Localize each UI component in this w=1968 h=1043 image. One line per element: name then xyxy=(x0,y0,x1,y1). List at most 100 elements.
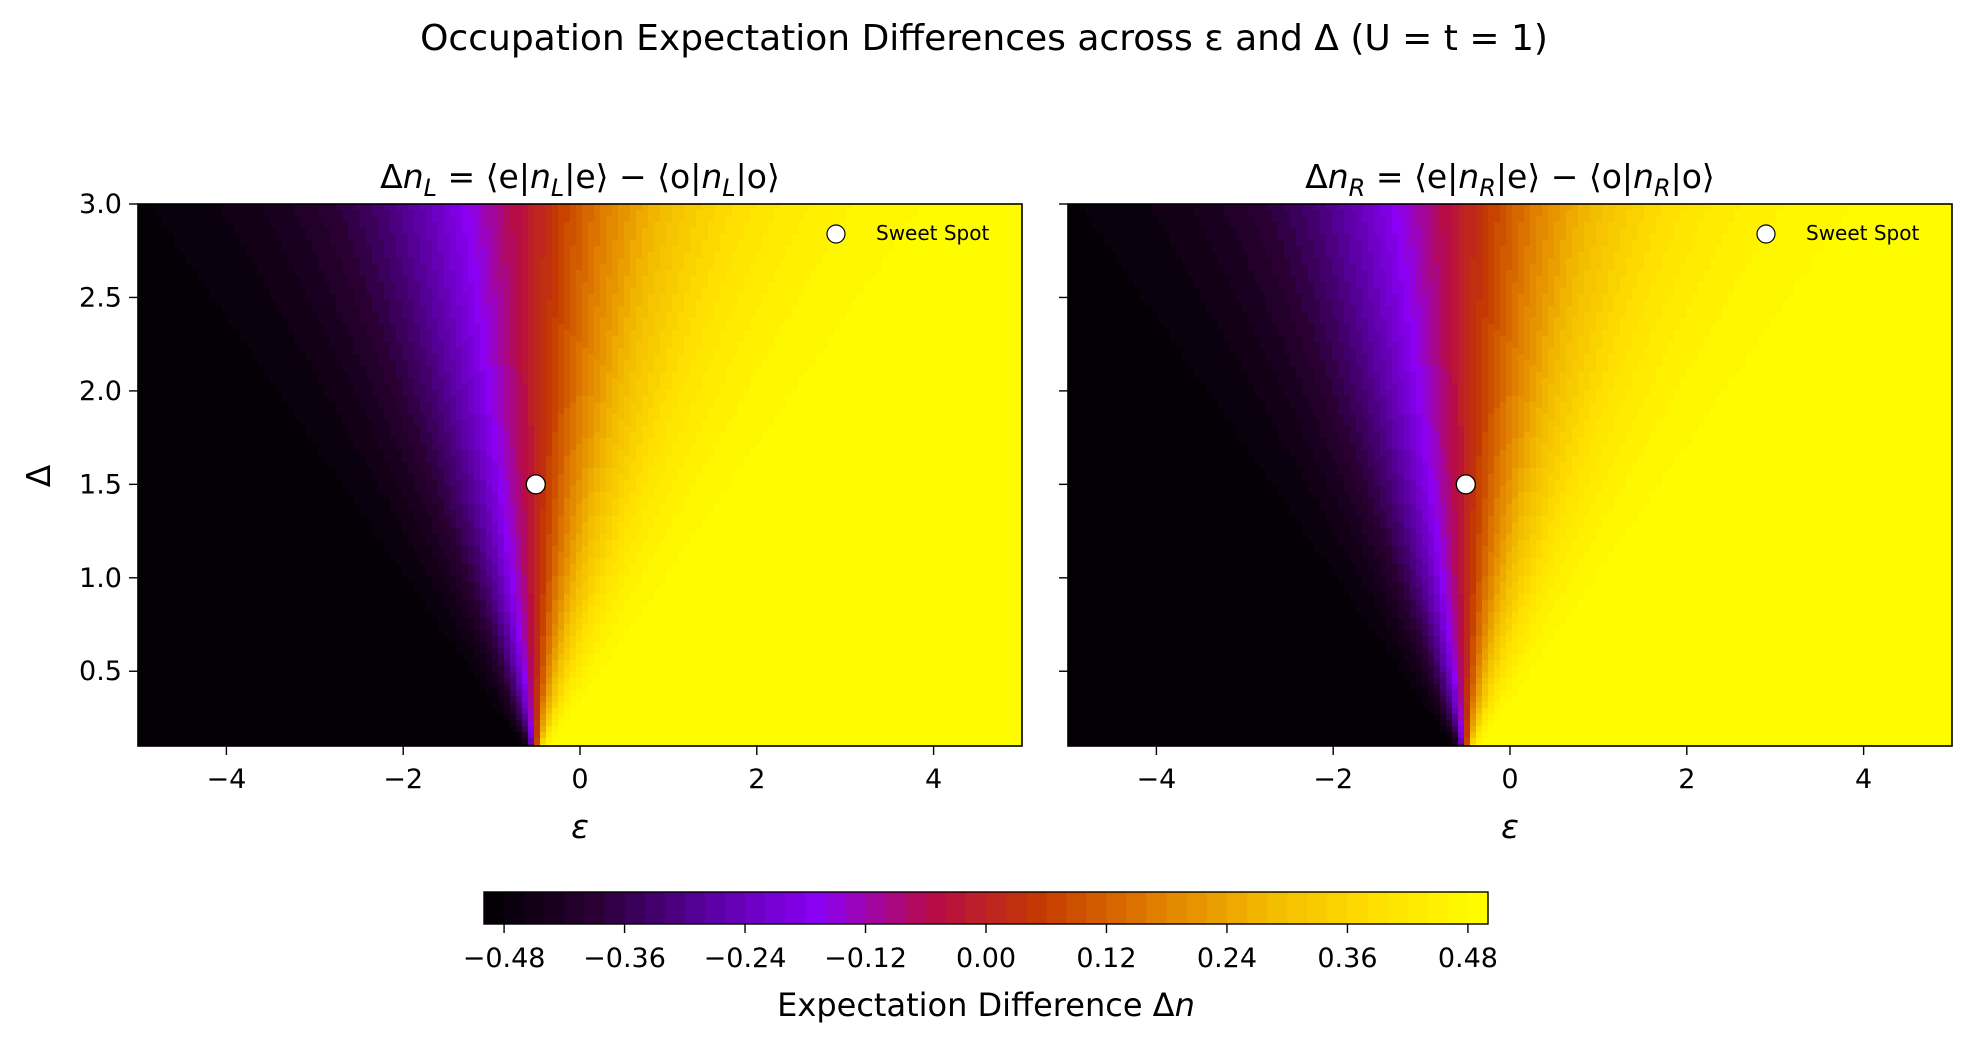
heatmap-cell xyxy=(780,234,787,241)
heatmap-cell xyxy=(498,342,505,349)
heatmap-cell xyxy=(786,324,793,331)
heatmap-cell xyxy=(558,306,565,313)
heatmap-cell xyxy=(804,378,811,385)
heatmap-cell xyxy=(912,240,919,247)
heatmap-cell xyxy=(204,306,211,313)
heatmap-cell xyxy=(258,384,265,391)
heatmap-cell xyxy=(762,348,769,355)
heatmap-cell xyxy=(774,360,781,367)
heatmap-cell xyxy=(180,312,187,319)
heatmap-cell xyxy=(576,270,583,277)
heatmap-cell xyxy=(306,246,313,253)
heatmap-cell xyxy=(432,372,439,379)
heatmap-cell xyxy=(780,348,787,355)
heatmap-cell xyxy=(630,246,637,253)
heatmap-cell xyxy=(594,264,601,271)
heatmap-cell xyxy=(984,288,991,295)
heatmap-cell xyxy=(588,312,595,319)
heatmap-cell xyxy=(750,390,757,397)
heatmap-cell xyxy=(786,228,793,235)
heatmap-cell xyxy=(636,270,643,277)
heatmap-cell xyxy=(918,234,925,241)
heatmap-cell xyxy=(522,396,529,403)
heatmap-cell xyxy=(996,210,1003,217)
heatmap-cell xyxy=(930,246,937,253)
heatmap-cell xyxy=(762,360,769,367)
heatmap-cell xyxy=(330,294,337,301)
heatmap-cell xyxy=(882,288,889,295)
heatmap-cell xyxy=(840,300,847,307)
heatmap-cell xyxy=(984,312,991,319)
heatmap-cell xyxy=(438,228,445,235)
heatmap-cell xyxy=(612,384,619,391)
heatmap-cell xyxy=(528,312,535,319)
heatmap-cell xyxy=(582,240,589,247)
heatmap-cell xyxy=(720,204,727,211)
heatmap-cell xyxy=(1020,324,1022,331)
heatmap-cell xyxy=(456,384,463,391)
heatmap-cell xyxy=(684,312,691,319)
heatmap-cell xyxy=(780,330,787,337)
heatmap-cell xyxy=(882,306,889,313)
heatmap-cell xyxy=(600,336,607,343)
heatmap-cell xyxy=(696,306,703,313)
heatmap-cell xyxy=(570,264,577,271)
heatmap-cell xyxy=(396,336,403,343)
heatmap-cell xyxy=(450,318,457,325)
heatmap-cell xyxy=(636,330,643,337)
heatmap-cell xyxy=(594,240,601,247)
heatmap-cell xyxy=(714,210,721,217)
heatmap-cell xyxy=(948,204,955,211)
heatmap-cell xyxy=(258,330,265,337)
heatmap-cell xyxy=(330,390,337,397)
heatmap-cell xyxy=(342,390,349,397)
heatmap-cell xyxy=(492,348,499,355)
heatmap-cell xyxy=(378,366,385,373)
heatmap-cell xyxy=(984,294,991,301)
heatmap-cell xyxy=(972,294,979,301)
heatmap-cell xyxy=(498,210,505,217)
heatmap-cell xyxy=(318,294,325,301)
heatmap-cell xyxy=(930,210,937,217)
heatmap-cell xyxy=(288,240,295,247)
heatmap-cell xyxy=(372,228,379,235)
heatmap-cell xyxy=(258,228,265,235)
heatmap-cell xyxy=(312,324,319,331)
heatmap-cell xyxy=(798,366,805,373)
heatmap-cell xyxy=(516,384,523,391)
heatmap-cell xyxy=(198,222,205,229)
heatmap-cell xyxy=(612,360,619,367)
heatmap-cell xyxy=(150,384,157,391)
heatmap-cell xyxy=(438,378,445,385)
heatmap-cell xyxy=(870,366,877,373)
heatmap-cell xyxy=(654,390,661,397)
heatmap-cell xyxy=(420,240,427,247)
heatmap-cell xyxy=(924,294,931,301)
heatmap-cell xyxy=(564,354,571,361)
heatmap-cell xyxy=(702,258,709,265)
heatmap-cell xyxy=(366,294,373,301)
heatmap-cell xyxy=(168,354,175,361)
heatmap-cell xyxy=(138,342,145,349)
heatmap-cell xyxy=(588,384,595,391)
heatmap-cell xyxy=(168,372,175,379)
heatmap-cell xyxy=(606,210,613,217)
heatmap-cell xyxy=(996,264,1003,271)
heatmap-cell xyxy=(336,294,343,301)
heatmap-cell xyxy=(306,342,313,349)
heatmap-cell xyxy=(510,228,517,235)
heatmap-cell xyxy=(882,294,889,301)
heatmap-cell xyxy=(768,336,775,343)
heatmap-cell xyxy=(270,240,277,247)
heatmap-cell xyxy=(240,210,247,217)
heatmap-cell xyxy=(888,294,895,301)
heatmap-cell xyxy=(720,360,727,367)
heatmap-cell xyxy=(204,300,211,307)
heatmap-cell xyxy=(840,258,847,265)
heatmap-cell xyxy=(612,336,619,343)
heatmap-cell xyxy=(768,384,775,391)
heatmap-cell xyxy=(858,348,865,355)
heatmap-cell xyxy=(240,312,247,319)
heatmap-cell xyxy=(360,366,367,373)
heatmap-cell xyxy=(378,384,385,391)
